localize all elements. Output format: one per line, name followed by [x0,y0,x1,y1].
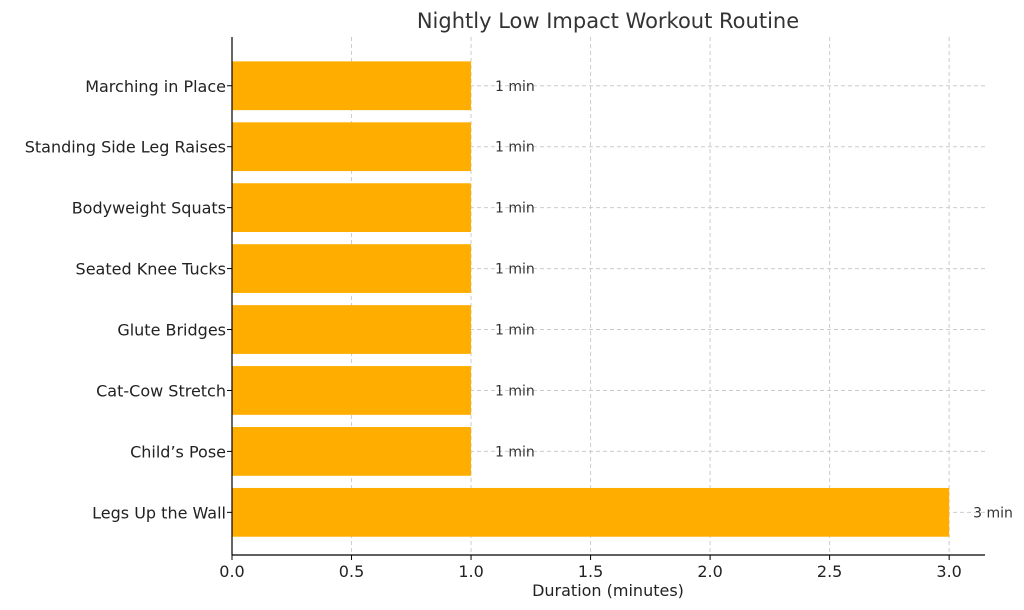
x-tick-label: 3.0 [936,562,961,581]
data-label: 1 min [495,323,535,339]
label-layer: 1 min 1 min 1 min 1 min 1 min 1 min 1 min 3 min [495,79,1013,522]
data-label: 3 min [973,505,1013,521]
data-label: 1 min [495,262,535,278]
y-tick-label: Marching in Place [85,77,226,96]
bar [232,305,472,354]
bar [232,61,472,111]
x-tick-label: 0.0 [219,562,244,581]
bar [232,244,472,293]
bar [232,122,472,172]
bar [232,366,472,415]
y-tick-label: Child’s Pose [130,442,226,461]
chart-title: Nightly Low Impact Workout Routine [417,9,799,33]
x-tick-label: 2.0 [697,562,722,581]
axis-layer: 0.0 0.5 1.0 1.5 2.0 2.5 3.0 Marching in Place St… [25,37,985,581]
data-label: 1 min [495,444,535,460]
bar [232,183,472,233]
data-label: 1 min [495,201,535,217]
data-label: 1 min [495,383,535,399]
grid-layer [231,37,985,555]
y-tick-label: Standing Side Leg Raises [25,138,226,157]
x-tick-label: 1.0 [458,562,483,581]
bar [232,487,950,537]
bar-layer [232,61,950,537]
x-tick-label: 1.5 [578,562,603,581]
y-tick-label: Cat-Cow Stretch [96,381,226,400]
y-tick-label: Glute Bridges [117,321,226,340]
data-label: 1 min [495,140,535,156]
x-tick-label: 2.5 [817,562,842,581]
data-label: 1 min [495,79,535,95]
x-tick-label: 0.5 [339,562,364,581]
y-tick-label: Seated Knee Tucks [76,260,226,279]
y-tick-label: Bodyweight Squats [72,199,226,218]
x-axis-label: Duration (minutes) [532,581,684,600]
y-tick-label: Legs Up the Wall [92,503,226,522]
bar [232,427,472,476]
